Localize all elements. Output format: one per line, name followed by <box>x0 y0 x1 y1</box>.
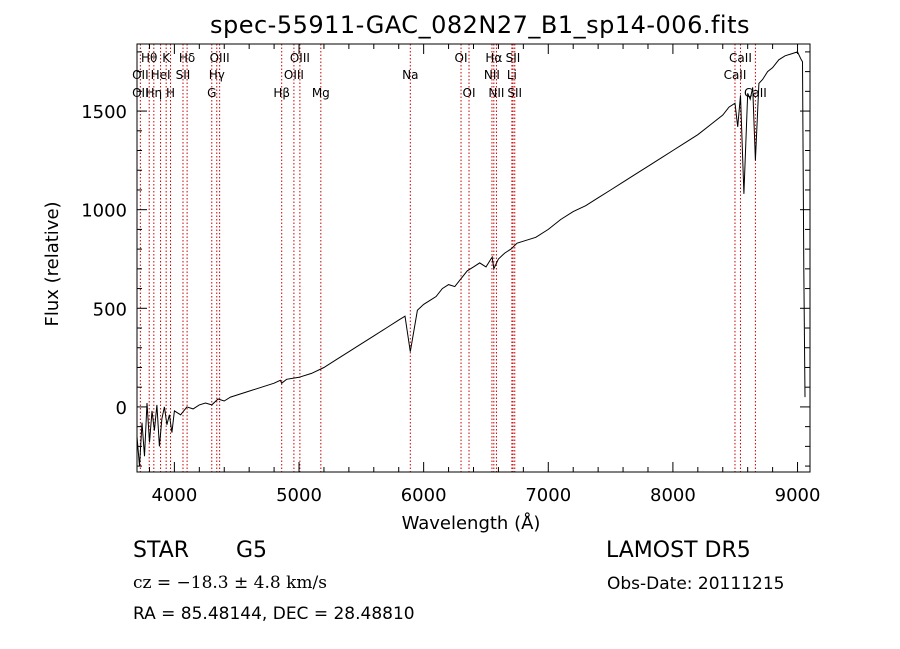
marker-label-h: H <box>166 86 175 100</box>
x-tick-label: 9000 <box>775 485 821 506</box>
y-axis-label: Flux (relative) <box>42 201 63 326</box>
object-subclass: G5 <box>236 538 268 563</box>
x-tick-label: 5000 <box>276 485 322 506</box>
chart-title: spec-55911-GAC_082N27_B1_sp14-006.fits <box>209 11 751 39</box>
marker-label-hγ: Hγ <box>209 68 225 82</box>
line-markers-layer <box>139 44 756 472</box>
marker-label-nii: NII <box>484 68 500 82</box>
marker-label-sii: SII <box>506 51 521 65</box>
y-axis: 0 500 1000 1500 <box>81 51 810 467</box>
x-tick-label: 7000 <box>525 485 571 506</box>
x-tick-label: 8000 <box>650 485 696 506</box>
marker-label-sii: SII <box>176 68 191 82</box>
marker-label-oiii: OIII <box>210 51 230 65</box>
marker-label-hei: HeI <box>151 68 171 82</box>
marker-label-hα: Hα <box>485 51 502 65</box>
marker-label-hη: Hη <box>146 86 163 100</box>
marker-label-g: G <box>207 86 216 100</box>
observation-date: Obs-Date: 20111215 <box>607 574 785 594</box>
spectrum-series-line <box>136 51 806 467</box>
marker-label-nii: NII <box>488 86 504 100</box>
marker-label-oiii: OIII <box>284 68 304 82</box>
y-tick-label: 1500 <box>81 102 127 123</box>
x-axis: 4000 5000 6000 7000 8000 9000 <box>148 44 821 506</box>
marker-label-oi: OI <box>463 86 476 100</box>
object-class: STAR <box>133 538 190 563</box>
x-tick-label: 4000 <box>151 485 197 506</box>
marker-label-li: Li <box>507 68 517 82</box>
y-tick-label: 500 <box>93 299 127 320</box>
marker-label-hβ: Hβ <box>273 86 290 100</box>
marker-label-hδ: Hδ <box>179 51 195 65</box>
marker-label-oii: OII <box>132 68 149 82</box>
marker-label-hθ: Hθ <box>141 51 157 65</box>
marker-label-na: Na <box>402 68 418 82</box>
marker-label-caii: CaII <box>744 86 767 100</box>
marker-label-oi: OI <box>455 51 468 65</box>
marker-label-oii: OII <box>132 86 149 100</box>
marker-label-k: K <box>162 51 171 65</box>
survey-name: LAMOST DR5 <box>606 538 751 563</box>
marker-label-oiii: OIII <box>290 51 310 65</box>
marker-label-caii: CaII <box>729 51 752 65</box>
marker-label-caii: CaII <box>724 68 747 82</box>
redshift-velocity: cz = −18.3 ± 4.8 km/s <box>133 573 327 593</box>
y-tick-label: 0 <box>116 398 127 419</box>
plot-frame <box>136 43 811 473</box>
marker-label-sii: SII <box>507 86 522 100</box>
y-tick-label: 1000 <box>81 201 127 222</box>
x-tick-label: 6000 <box>401 485 447 506</box>
x-axis-label: Wavelength (Å) <box>402 512 541 534</box>
marker-label-mg: Mg <box>312 86 330 100</box>
coordinates-ra-dec: RA = 85.48144, DEC = 28.48810 <box>133 604 415 624</box>
